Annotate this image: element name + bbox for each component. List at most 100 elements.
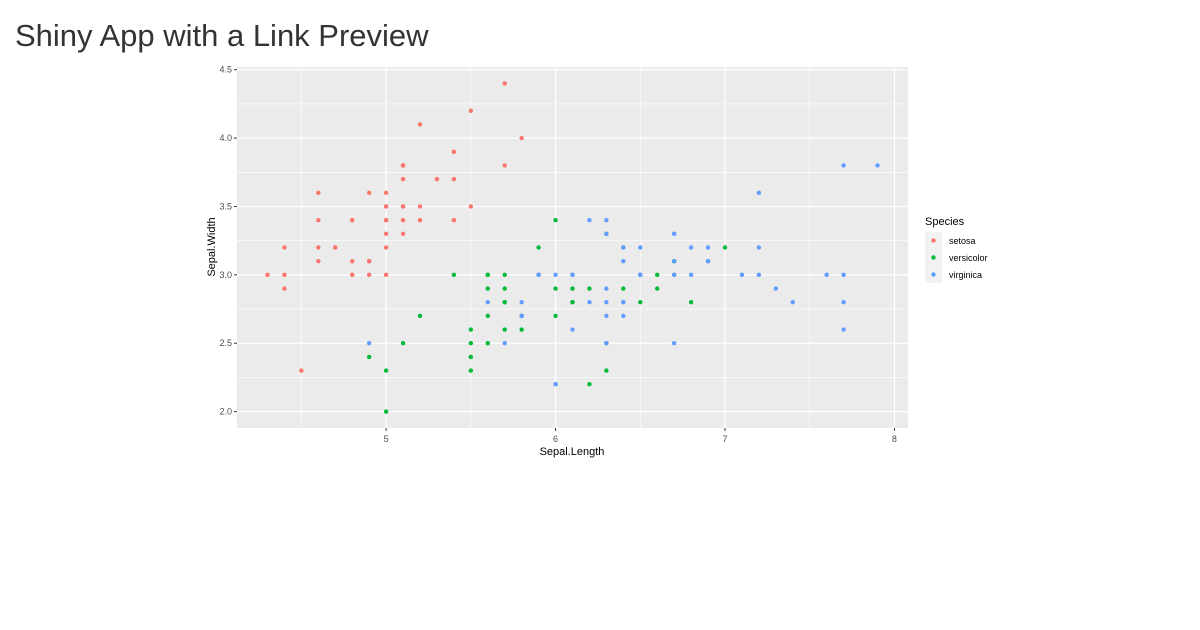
legend-label-virginica: virginica [949,270,982,280]
data-point-versicolor [468,354,474,360]
data-point-versicolor [553,286,558,291]
data-point-setosa [502,81,507,86]
data-point-versicolor [400,341,406,346]
data-point-virginica [671,231,677,237]
data-point-virginica [587,299,592,305]
data-point-versicolor [485,286,490,291]
data-point-versicolor [621,286,626,291]
legend-swatch-versicolor [931,255,936,260]
data-point-setosa [383,217,389,223]
data-point-versicolor [604,368,609,373]
data-point-versicolor [451,272,457,278]
data-point-virginica [604,217,609,223]
data-point-versicolor [485,313,490,319]
data-point-virginica [756,245,762,250]
data-point-setosa [468,108,474,113]
data-point-setosa [468,204,474,209]
data-point-setosa [282,245,287,250]
data-point-virginica [553,382,558,387]
data-point-setosa [282,286,287,291]
y-tick-label: 3.5 [219,201,232,211]
data-point-virginica [671,258,677,264]
data-point-versicolor [655,286,660,291]
data-point-virginica [604,231,609,237]
data-point-virginica [621,245,626,250]
data-point-virginica [688,272,694,278]
data-point-versicolor [722,245,728,250]
data-point-virginica [621,258,626,264]
data-point-virginica [705,258,711,264]
data-point-virginica [841,299,846,305]
data-point-versicolor [553,313,558,319]
data-point-setosa [383,190,389,196]
y-tick-label: 2.0 [219,407,232,417]
data-point-virginica [604,313,609,319]
data-point-setosa [316,245,321,250]
data-point-versicolor [468,341,474,346]
data-point-versicolor [383,409,389,414]
data-point-virginica [773,286,779,291]
data-point-virginica [553,272,558,278]
data-point-virginica [587,217,592,223]
app-title: Shiny App with a Link Preview [15,18,429,53]
data-point-setosa [383,245,389,250]
data-point-versicolor [502,286,507,291]
data-point-versicolor [417,313,423,319]
legend-swatch-setosa [931,238,936,243]
data-point-virginica [604,286,609,291]
legend-label-versicolor: versicolor [949,253,988,263]
data-point-virginica [570,327,575,332]
data-point-setosa [417,204,423,209]
data-point-versicolor [502,299,507,305]
data-point-setosa [417,122,423,127]
data-point-setosa [333,245,338,250]
data-point-virginica [671,341,677,346]
data-point-setosa [316,190,321,196]
plot-panel-background [237,67,908,428]
data-point-virginica [875,163,880,168]
legend: Species setosa versicolor virginica [925,216,988,283]
data-point-setosa [265,272,270,278]
data-point-virginica [756,272,762,278]
data-point-virginica [671,272,677,278]
data-point-setosa [299,368,304,373]
data-point-virginica [519,313,524,319]
data-point-setosa [400,204,406,209]
x-axis-label: Sepal.Length [540,446,605,458]
x-tick-label: 6 [553,434,558,444]
y-tick-label: 4.0 [219,133,232,143]
data-point-versicolor [383,368,389,373]
data-point-versicolor [688,299,694,305]
data-point-setosa [316,258,321,264]
data-point-virginica [688,245,694,250]
data-point-virginica [366,341,372,346]
data-point-versicolor [502,327,507,332]
data-point-virginica [519,299,524,305]
data-point-virginica [604,341,609,346]
data-point-virginica [824,272,829,278]
data-point-virginica [485,299,490,305]
data-point-versicolor [519,327,524,332]
data-point-setosa [451,176,457,182]
data-point-virginica [638,245,643,250]
data-point-setosa [400,231,406,237]
data-point-setosa [451,149,457,154]
data-point-setosa [383,204,389,209]
data-point-versicolor [485,272,490,278]
data-point-setosa [451,217,457,223]
data-point-versicolor [366,354,372,360]
data-point-versicolor [468,368,474,373]
data-point-versicolor [468,327,474,332]
data-point-setosa [366,272,372,278]
data-point-versicolor [553,217,558,223]
data-point-setosa [400,217,406,223]
data-point-versicolor [570,299,575,305]
data-point-versicolor [485,341,490,346]
data-point-setosa [366,258,372,264]
y-tick-label: 4.5 [219,65,232,75]
data-point-setosa [366,190,372,196]
x-tick-label: 8 [892,434,897,444]
data-point-setosa [383,231,389,237]
axes: 5 6 7 8 2.0 2.5 3.0 3.5 4.0 4.5 [219,65,896,444]
